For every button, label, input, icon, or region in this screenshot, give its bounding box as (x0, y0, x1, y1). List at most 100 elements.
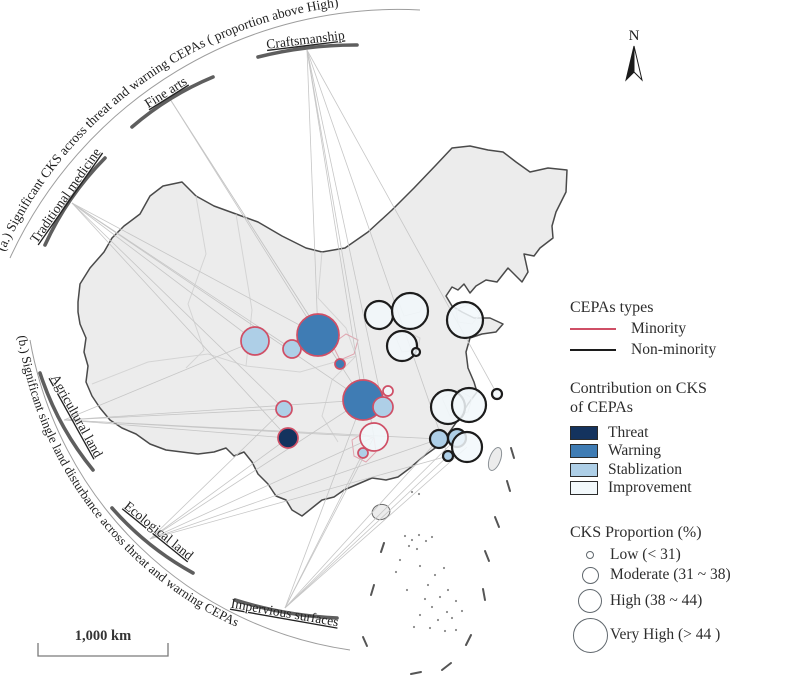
legend-contribution-title-2: of CEPAs (570, 399, 633, 416)
category-bars (38, 43, 359, 620)
island-dot (424, 539, 428, 543)
connector-line (71, 202, 285, 410)
cepa-circle (296, 313, 340, 357)
island-dot (418, 613, 422, 617)
island-dot (454, 628, 458, 632)
island-dot (407, 544, 411, 548)
cepa-circle (390, 291, 430, 331)
island-dot (394, 570, 398, 574)
improvement-swatch (570, 481, 598, 496)
connector-line (71, 202, 256, 342)
bar-craftsmanship (256, 43, 359, 59)
cepa-circle (450, 430, 484, 464)
legend-item-stablization: Stablization (570, 461, 784, 479)
legend-proportion: CKS Proportion (%) Low (< 31) Moderate (… (570, 523, 784, 655)
island-dot (443, 629, 447, 633)
cepa-circle (490, 387, 504, 401)
non-minority-line-swatch (570, 348, 616, 351)
connector-line (284, 437, 458, 609)
connector-line (149, 436, 375, 540)
legend-contribution: Contribution on CKS of CEPAs Threat Warn… (570, 379, 784, 497)
connector-line (149, 399, 364, 540)
legend-item-threat: Threat (570, 424, 784, 442)
island-dot (460, 609, 464, 613)
island-dot (438, 595, 442, 599)
scale-bar-label: 1,000 km (75, 628, 131, 644)
island-dot (412, 625, 416, 629)
bar-ecological-land (110, 506, 195, 575)
legend-item-low: Low (< 31) (570, 546, 784, 564)
bar-traditional-medicine (43, 156, 107, 247)
island-dot (433, 573, 437, 577)
connector-line (149, 438, 440, 540)
connector-line (169, 98, 319, 336)
legend-item-non-minority: Non-minority (570, 340, 784, 359)
connector-line (63, 340, 256, 421)
nine-dash-line (362, 447, 515, 675)
north-label: N (629, 28, 640, 44)
connector-line (306, 49, 375, 438)
island-dot (410, 538, 414, 542)
island-dot (442, 566, 446, 570)
north-arrow-left-half (625, 45, 635, 82)
legend-item-very-high: Very High (> 44 ) (570, 615, 784, 655)
cepa-circle (441, 449, 455, 463)
legend-item-minority: Minority (570, 319, 784, 338)
north-arrow-right-half (633, 45, 643, 82)
scale-bar: 1,000 km (37, 628, 169, 657)
island-dot (418, 564, 422, 568)
cepa-circle (357, 447, 369, 459)
island-dot (398, 558, 402, 562)
legend-cepa-types: CEPAs types Minority Non-minority (570, 298, 784, 359)
island-dot (436, 618, 440, 622)
cepa-circles (240, 291, 504, 464)
legend-proportion-title: CKS Proportion (%) (570, 524, 702, 541)
stablization-swatch (570, 462, 598, 477)
island-dot (423, 597, 427, 601)
north-arrow: N (625, 28, 643, 82)
cepa-circle (363, 299, 395, 331)
taiwan-island (487, 447, 503, 471)
cepa-circle (240, 326, 270, 356)
connector-line (63, 408, 285, 421)
cepa-circle (385, 329, 419, 363)
connector-line (71, 202, 293, 350)
minority-line-swatch (570, 327, 616, 330)
connector-line (284, 446, 468, 609)
cepa-circle (382, 385, 394, 397)
threat-swatch (570, 425, 598, 440)
legend-item-moderate: Moderate (31 ~ 38) (570, 564, 784, 586)
cepa-circle (445, 300, 485, 340)
connector-line (149, 455, 449, 540)
sea-islands (394, 490, 464, 633)
label-impervious-surfaces: Impervious surfaces (230, 596, 340, 630)
connector-line (71, 202, 289, 439)
island-dot (417, 492, 421, 496)
cepa-circle (275, 400, 293, 418)
island-dot (405, 588, 409, 592)
category-connector-lines (63, 49, 498, 609)
legend-item-high: High (38 ~ 44) (570, 586, 784, 615)
connector-line (71, 202, 319, 336)
island-dot (426, 583, 430, 587)
top-guide-arc (9, 8, 421, 259)
connector-line (63, 399, 364, 421)
legend-item-improvement: Improvement (570, 479, 784, 498)
cepa-circle (450, 386, 488, 424)
island-dot (403, 534, 407, 538)
connector-line (284, 436, 375, 609)
cepa-circle (359, 422, 389, 452)
cepa-circle (428, 428, 450, 450)
bar-fine-arts (130, 75, 215, 129)
cepa-circle (372, 396, 394, 418)
island-dot (417, 533, 421, 537)
cepa-circle (334, 358, 346, 370)
legend-contribution-title-1: Contribution on CKS (570, 380, 707, 397)
connector-line (149, 408, 285, 540)
very-high-circle-swatch (572, 617, 608, 653)
cepa-circle (410, 346, 422, 358)
island-dot (410, 490, 414, 494)
island-dot (430, 535, 434, 539)
